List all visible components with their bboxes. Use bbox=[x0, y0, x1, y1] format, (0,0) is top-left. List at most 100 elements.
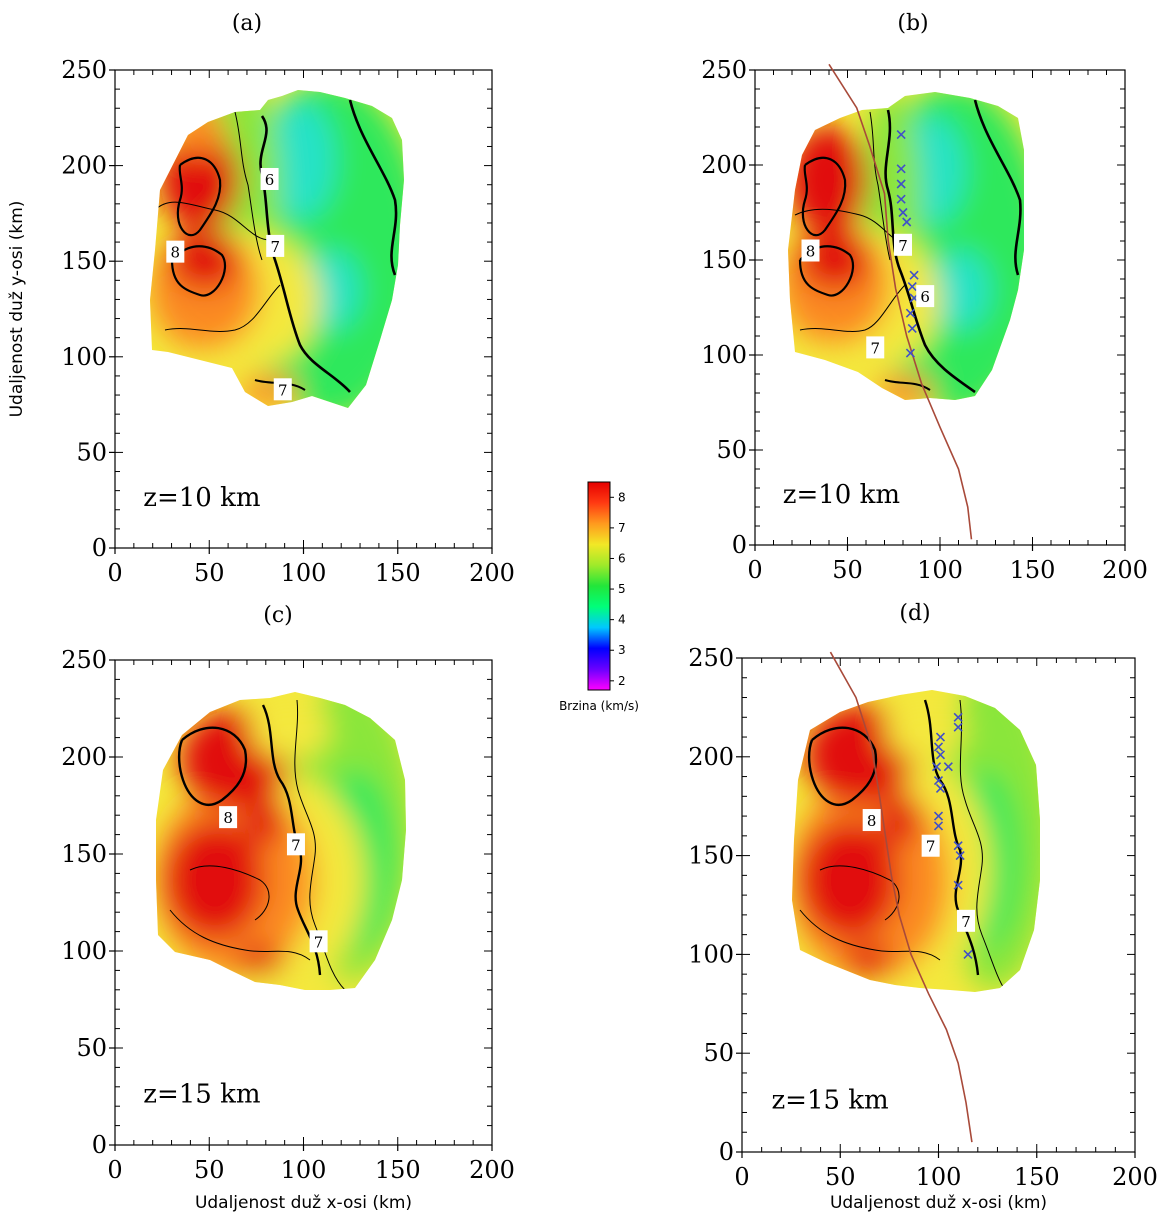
velocity-region bbox=[930, 250, 990, 330]
velocity-region bbox=[235, 945, 285, 975]
colorbar-bar bbox=[587, 481, 611, 691]
velocity-region bbox=[265, 100, 335, 220]
y-tick-label: 50 bbox=[703, 1039, 734, 1067]
velocity-region bbox=[175, 105, 225, 155]
depth-label: z=10 km bbox=[783, 480, 900, 510]
event-marker bbox=[931, 762, 942, 772]
x-tick-label: 150 bbox=[1010, 556, 1056, 584]
event-marker bbox=[933, 775, 944, 786]
colorbar-tick-label: 7 bbox=[618, 521, 626, 535]
event-marker bbox=[953, 841, 963, 851]
y-tick-label: 0 bbox=[92, 534, 107, 562]
event-marker bbox=[953, 722, 963, 732]
x-tick-label: 100 bbox=[916, 1163, 962, 1191]
x-tick-label: 100 bbox=[281, 1156, 327, 1184]
velocity-region bbox=[885, 700, 965, 760]
contour-label: 7 bbox=[286, 833, 305, 856]
contour-line bbox=[170, 245, 227, 297]
y-tick-label: 0 bbox=[719, 1138, 734, 1166]
x-tick-label: 200 bbox=[469, 559, 515, 587]
y-axis-title: Udaljenost duž y-osi (km) bbox=[7, 201, 27, 418]
svg-text:8: 8 bbox=[867, 812, 877, 830]
contour-line bbox=[259, 115, 351, 393]
colorbar-title: Brzina (km/s) bbox=[559, 699, 639, 713]
svg-text:7: 7 bbox=[870, 339, 880, 357]
x-axis-title: Udaljenost duž x-osi (km) bbox=[195, 1193, 412, 1213]
x-tick-label: 50 bbox=[194, 559, 225, 587]
svg-text:7: 7 bbox=[898, 237, 908, 255]
panel-label: (d) bbox=[899, 601, 930, 626]
velocity-field bbox=[792, 690, 1040, 992]
y-tick-label: 50 bbox=[716, 436, 747, 464]
event-marker bbox=[935, 750, 946, 760]
contour-line bbox=[234, 111, 263, 261]
event-marker bbox=[896, 130, 906, 140]
colorbar: 2 3 4 5 6 7 8 Brzina (km/s) bbox=[559, 481, 639, 713]
y-tick-label: 200 bbox=[61, 152, 107, 180]
contour-line bbox=[798, 245, 855, 297]
x-tick-label: 200 bbox=[1112, 1163, 1158, 1191]
x-tick-label: 50 bbox=[194, 1156, 225, 1184]
x-tick-label: 50 bbox=[832, 556, 863, 584]
event-marker bbox=[898, 207, 908, 218]
svg-text:7: 7 bbox=[961, 913, 971, 931]
panel-c: (c) 0 50 100 150 200 0 50 100 150 200 250 Udaljenost… bbox=[61, 603, 515, 1213]
event-marker bbox=[935, 783, 946, 793]
panel-d: (d) 0 50 100 150 200 0 50 100 150 200 250 Udaljenost… bbox=[688, 601, 1158, 1213]
y-tick-label: 100 bbox=[701, 341, 747, 369]
y-tick-label: 250 bbox=[61, 646, 107, 674]
contour-line bbox=[959, 699, 1006, 991]
colorbar-tick-label: 8 bbox=[618, 490, 626, 504]
contour-label: 8 bbox=[801, 239, 820, 262]
svg-text:7: 7 bbox=[926, 838, 936, 856]
y-tick-label: 200 bbox=[701, 151, 747, 179]
event-marker bbox=[907, 323, 917, 333]
velocity-region bbox=[250, 700, 330, 760]
colorbar-tick-label: 6 bbox=[618, 551, 626, 565]
event-marker bbox=[896, 194, 906, 204]
x-tick-label: 200 bbox=[1102, 556, 1148, 584]
contour-line bbox=[973, 99, 1022, 276]
velocity-region bbox=[800, 820, 900, 940]
svg-text:7: 7 bbox=[291, 836, 301, 854]
contour-line bbox=[884, 379, 931, 391]
x-tick-label: 0 bbox=[734, 1163, 749, 1191]
contour-label: 6 bbox=[916, 285, 935, 308]
contour-label: 7 bbox=[266, 234, 285, 257]
y-tick-label: 100 bbox=[688, 940, 734, 968]
depth-label: z=15 km bbox=[143, 1079, 260, 1109]
colorbar-tick-label: 5 bbox=[618, 582, 626, 596]
event-marker bbox=[896, 179, 906, 189]
svg-text:8: 8 bbox=[171, 244, 181, 262]
velocity-region bbox=[845, 945, 895, 975]
y-tick-label: 100 bbox=[61, 343, 107, 371]
event-marker bbox=[933, 821, 944, 831]
contour-label: 8 bbox=[219, 806, 238, 829]
panel-label: (a) bbox=[232, 11, 262, 36]
colorbar-tick-label: 3 bbox=[618, 643, 626, 657]
svg-text:6: 6 bbox=[920, 288, 930, 306]
y-tick-label: 150 bbox=[688, 842, 734, 870]
x-axis-title: Udaljenost duž x-osi (km) bbox=[830, 1193, 1047, 1213]
x-tick-label: 150 bbox=[375, 559, 421, 587]
contour-line bbox=[799, 284, 906, 332]
y-tick-label: 250 bbox=[688, 644, 734, 672]
panel-b: (b) 0 50 100 150 200 0 50 100 150 200 250 z=10 km 8 7 6… bbox=[701, 11, 1148, 584]
velocity-field bbox=[150, 90, 404, 408]
event-marker bbox=[935, 732, 946, 742]
svg-text:7: 7 bbox=[270, 238, 280, 256]
y-tick-label: 100 bbox=[61, 937, 107, 965]
x-tick-label: 200 bbox=[469, 1156, 515, 1184]
fault-trace bbox=[828, 63, 973, 540]
contour-line bbox=[348, 99, 398, 276]
x-tick-label: 50 bbox=[825, 1163, 856, 1191]
x-tick-label: 0 bbox=[747, 556, 762, 584]
velocity-field bbox=[156, 692, 406, 990]
velocity-region bbox=[160, 130, 240, 230]
event-marker bbox=[933, 811, 944, 821]
event-marker bbox=[953, 880, 963, 890]
event-marker bbox=[905, 308, 915, 318]
contour-line bbox=[176, 156, 222, 237]
svg-text:8: 8 bbox=[806, 243, 816, 261]
y-tick-label: 0 bbox=[732, 531, 747, 559]
